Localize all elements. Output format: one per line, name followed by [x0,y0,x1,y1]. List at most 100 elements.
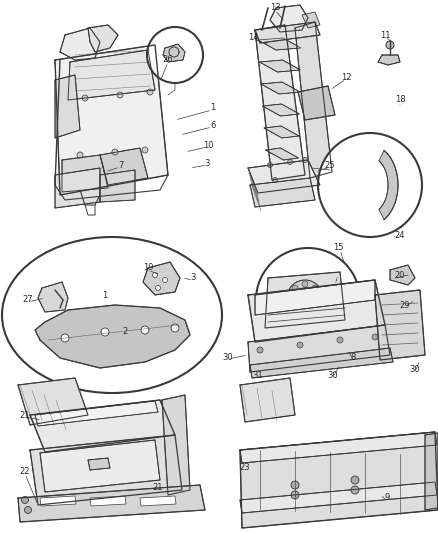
Circle shape [25,506,32,513]
Text: 30: 30 [328,370,338,379]
Polygon shape [100,170,135,202]
Polygon shape [18,485,205,522]
Text: 30: 30 [410,366,420,375]
Circle shape [147,27,203,83]
Circle shape [117,92,123,98]
Polygon shape [55,45,168,195]
Text: 23: 23 [240,464,250,472]
Circle shape [272,177,278,182]
Circle shape [77,152,83,158]
Text: 21: 21 [20,410,30,419]
Circle shape [337,337,343,343]
Polygon shape [295,22,332,178]
Polygon shape [270,5,308,32]
Text: 22: 22 [20,467,30,477]
Circle shape [147,89,153,95]
Polygon shape [30,400,175,452]
Text: 2: 2 [122,327,127,336]
Polygon shape [298,86,335,120]
Circle shape [316,295,322,301]
Polygon shape [30,435,182,505]
Ellipse shape [2,237,222,393]
Circle shape [101,328,109,336]
Polygon shape [140,496,176,506]
Circle shape [312,285,318,291]
Text: 30: 30 [223,352,233,361]
Circle shape [162,278,167,282]
Circle shape [288,295,294,301]
Circle shape [61,334,69,342]
Polygon shape [240,432,437,463]
Text: 20: 20 [395,271,405,279]
Polygon shape [162,395,190,495]
Circle shape [292,285,298,291]
Text: 14: 14 [248,33,258,42]
Circle shape [287,159,293,165]
Text: 21: 21 [153,482,163,491]
Circle shape [291,481,299,489]
Text: 10: 10 [203,141,213,149]
Circle shape [152,272,158,278]
Circle shape [257,347,263,353]
Circle shape [302,281,308,287]
Text: 19: 19 [143,263,153,272]
Polygon shape [265,148,299,160]
Circle shape [141,326,149,334]
Polygon shape [18,378,88,425]
Polygon shape [100,148,148,185]
Polygon shape [255,25,305,180]
Polygon shape [62,155,108,192]
Circle shape [372,334,378,340]
Polygon shape [248,280,385,342]
Circle shape [303,157,307,163]
Text: 13: 13 [270,4,280,12]
Circle shape [386,41,394,49]
Polygon shape [261,82,300,94]
Circle shape [287,280,323,316]
Polygon shape [40,496,76,506]
Polygon shape [35,401,158,426]
Circle shape [351,476,359,484]
Text: 18: 18 [395,95,405,104]
Circle shape [21,497,28,504]
Polygon shape [255,22,320,43]
Circle shape [291,491,299,499]
Text: 3: 3 [204,158,210,167]
Polygon shape [258,38,301,50]
Polygon shape [88,458,110,470]
Polygon shape [90,496,126,506]
Circle shape [318,133,422,237]
Polygon shape [163,44,185,62]
Polygon shape [55,168,100,208]
Circle shape [295,288,315,308]
Circle shape [268,163,272,167]
Polygon shape [259,60,300,72]
Polygon shape [248,160,320,193]
Polygon shape [40,440,160,492]
Polygon shape [88,25,118,52]
Circle shape [82,95,88,101]
Circle shape [312,305,318,311]
Circle shape [256,248,360,352]
Text: 15: 15 [333,244,343,253]
Text: 3: 3 [191,273,196,282]
Polygon shape [60,28,100,60]
Text: 7: 7 [118,160,124,169]
Text: 25: 25 [325,160,335,169]
Polygon shape [250,178,315,207]
Polygon shape [68,50,155,100]
Circle shape [292,305,298,311]
Circle shape [297,342,303,348]
Text: 12: 12 [341,72,351,82]
Text: 31: 31 [253,370,263,379]
Text: 11: 11 [380,30,390,39]
Polygon shape [38,282,68,312]
Text: 1: 1 [102,290,108,300]
Polygon shape [248,325,390,372]
Text: 8: 8 [350,353,356,362]
Circle shape [351,486,359,494]
Polygon shape [379,150,398,220]
Polygon shape [262,104,300,116]
Polygon shape [255,280,375,315]
Polygon shape [390,265,415,285]
